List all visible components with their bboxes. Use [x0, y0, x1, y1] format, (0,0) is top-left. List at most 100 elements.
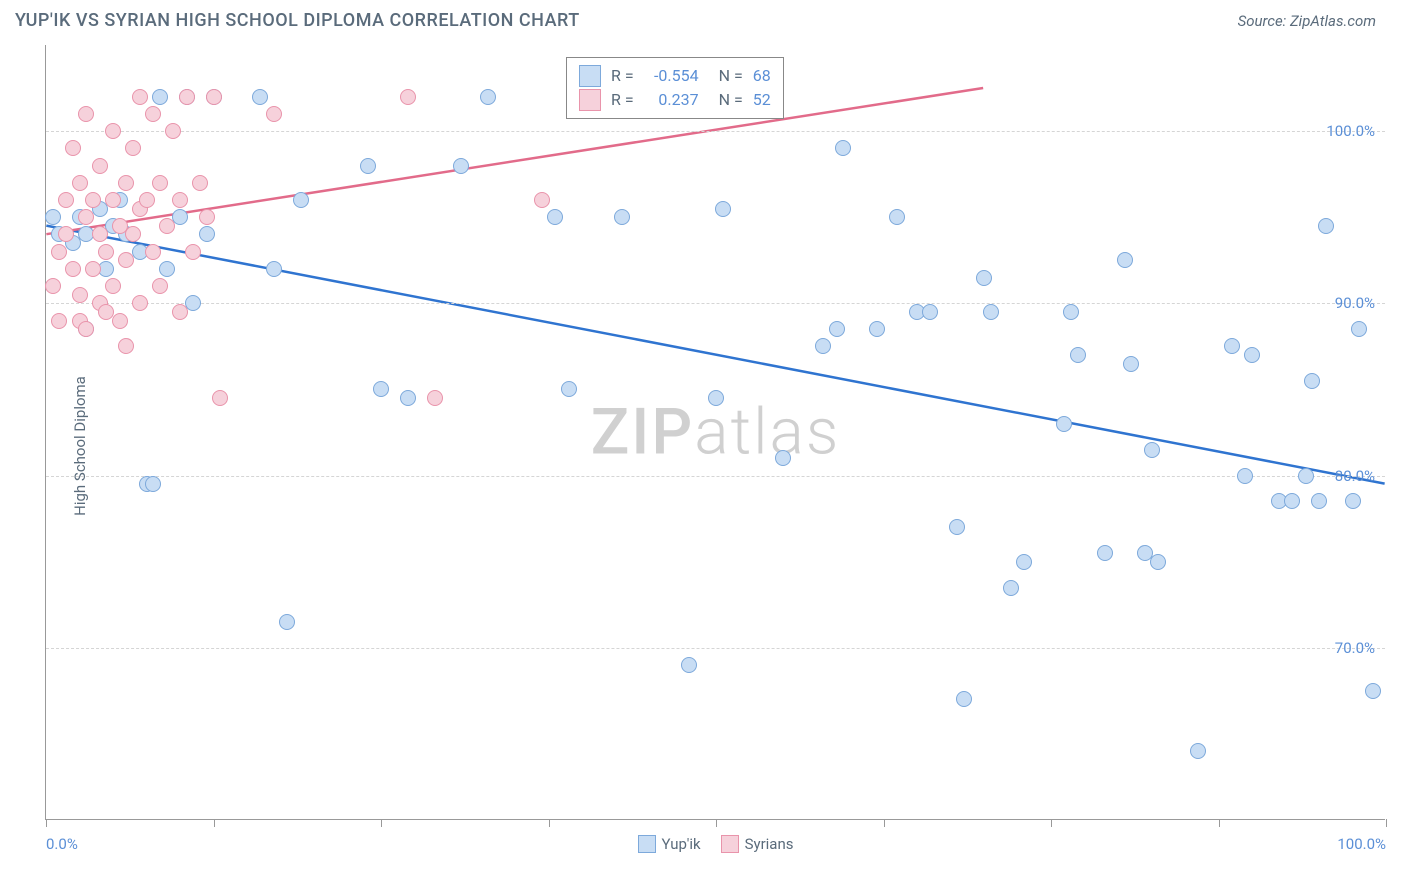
x-tick [1219, 819, 1220, 827]
chart-title: YUP'IK VS SYRIAN HIGH SCHOOL DIPLOMA COR… [15, 10, 580, 31]
scatter-point [45, 209, 61, 225]
gridline [46, 648, 1385, 649]
scatter-point [983, 304, 999, 320]
scatter-point [279, 614, 295, 630]
scatter-point [614, 209, 630, 225]
x-tick [381, 819, 382, 827]
scatter-point [1063, 304, 1079, 320]
series-name: Yup'ik [662, 835, 701, 853]
scatter-point [212, 390, 228, 406]
gridline [46, 476, 1385, 477]
scatter-point [1056, 416, 1072, 432]
n-label: N = [719, 64, 743, 88]
scatter-point [1190, 743, 1206, 759]
scatter-point [829, 321, 845, 337]
scatter-point [51, 244, 67, 260]
scatter-point [1097, 545, 1113, 561]
scatter-point [65, 261, 81, 277]
scatter-point [92, 226, 108, 242]
gridline [46, 303, 1385, 304]
scatter-point [192, 175, 208, 191]
x-tick [46, 819, 47, 827]
r-value: -0.554 [644, 64, 699, 88]
scatter-point [78, 321, 94, 337]
x-tick [1051, 819, 1052, 827]
scatter-point [172, 304, 188, 320]
scatter-point [1351, 321, 1367, 337]
scatter-point [1304, 373, 1320, 389]
scatter-point [1150, 554, 1166, 570]
scatter-point [65, 140, 81, 156]
scatter-point [152, 89, 168, 105]
y-tick-label: 100.0% [1326, 122, 1375, 140]
scatter-plot-area: ZIPatlas R = -0.554 N = 68 R = 0.237 N =… [45, 45, 1385, 820]
scatter-point [159, 218, 175, 234]
scatter-point [715, 201, 731, 217]
scatter-point [815, 338, 831, 354]
legend-swatch [638, 835, 656, 853]
chart-header: YUP'IK VS SYRIAN HIGH SCHOOL DIPLOMA COR… [0, 0, 1406, 36]
x-tick-label: 100.0% [1337, 835, 1386, 853]
gridline [46, 131, 1385, 132]
scatter-point [775, 450, 791, 466]
trend-line [46, 226, 1384, 484]
scatter-point [835, 140, 851, 156]
scatter-point [922, 304, 938, 320]
scatter-point [172, 209, 188, 225]
scatter-point [85, 192, 101, 208]
legend-row: R = -0.554 N = 68 [579, 64, 771, 88]
y-tick-label: 70.0% [1335, 639, 1375, 657]
scatter-point [293, 192, 309, 208]
scatter-point [1345, 493, 1361, 509]
scatter-point [1318, 218, 1334, 234]
scatter-point [85, 261, 101, 277]
r-label: R = [611, 88, 634, 112]
scatter-point [453, 158, 469, 174]
scatter-point [58, 226, 74, 242]
scatter-point [266, 106, 282, 122]
scatter-point [252, 89, 268, 105]
scatter-point [1123, 356, 1139, 372]
scatter-point [132, 295, 148, 311]
scatter-point [373, 381, 389, 397]
scatter-point [98, 244, 114, 260]
scatter-point [145, 106, 161, 122]
scatter-point [1237, 468, 1253, 484]
scatter-point [400, 89, 416, 105]
legend-swatch [579, 89, 601, 111]
scatter-point [976, 270, 992, 286]
scatter-point [145, 244, 161, 260]
scatter-point [1070, 347, 1086, 363]
scatter-point [92, 158, 108, 174]
scatter-point [105, 123, 121, 139]
scatter-point [1117, 252, 1133, 268]
scatter-point [1016, 554, 1032, 570]
scatter-point [78, 106, 94, 122]
scatter-point [125, 226, 141, 242]
legend-swatch [579, 65, 601, 87]
scatter-point [561, 381, 577, 397]
scatter-point [1003, 580, 1019, 596]
x-tick [884, 819, 885, 827]
scatter-point [185, 295, 201, 311]
y-tick-label: 80.0% [1335, 467, 1375, 485]
series-legend-item: Syrians [721, 835, 794, 853]
scatter-point [708, 390, 724, 406]
scatter-point [112, 313, 128, 329]
scatter-point [105, 278, 121, 294]
series-legend-item: Yup'ik [638, 835, 701, 853]
scatter-point [105, 192, 121, 208]
x-tick [1386, 819, 1387, 827]
scatter-point [118, 175, 134, 191]
scatter-point [206, 89, 222, 105]
r-value: 0.237 [644, 88, 699, 112]
scatter-point [72, 175, 88, 191]
scatter-point [125, 140, 141, 156]
n-value: 68 [753, 64, 771, 88]
scatter-point [199, 209, 215, 225]
source-attribution: Source: ZipAtlas.com [1238, 12, 1376, 30]
scatter-point [72, 287, 88, 303]
scatter-point [400, 390, 416, 406]
scatter-point [139, 192, 155, 208]
scatter-point [152, 278, 168, 294]
